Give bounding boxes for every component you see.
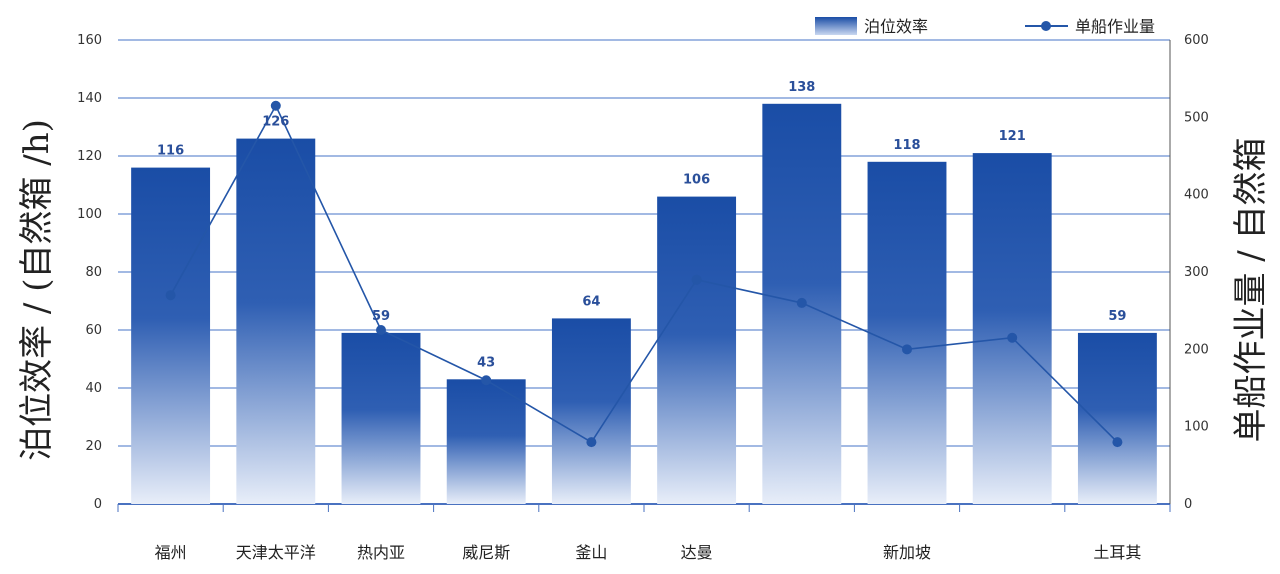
bar xyxy=(657,196,737,504)
y-tick-label: 80 xyxy=(85,265,102,280)
series-line xyxy=(169,103,1118,444)
y2-tick-label: 500 xyxy=(1184,110,1209,125)
right-axis-ticks: 0 100 200 300 400 500 600 xyxy=(1184,33,1209,512)
y-tick-label: 60 xyxy=(85,323,102,338)
bar-data-label: 64 xyxy=(582,294,600,309)
y2-tick-label: 300 xyxy=(1184,265,1209,280)
x-tick-label: 土耳其 xyxy=(1093,543,1141,562)
x-tick-label: 福州 xyxy=(155,543,187,562)
bar-series xyxy=(131,103,1157,505)
line-point xyxy=(691,274,702,285)
line-point xyxy=(481,375,492,386)
line-series xyxy=(165,100,1123,448)
line-point xyxy=(796,297,807,308)
bar-data-label: 121 xyxy=(999,129,1026,144)
y2-tick-label: 600 xyxy=(1184,33,1209,48)
legend: 泊位效率 单船作业量 xyxy=(815,17,1155,36)
line-point xyxy=(376,325,386,335)
line-point xyxy=(165,290,176,301)
bar-data-label: 59 xyxy=(372,309,390,324)
bar xyxy=(972,153,1052,504)
y-axis-title: 泊位效率 / (自然箱 /h) xyxy=(17,119,57,461)
x-tick-label: 新加坡 xyxy=(883,543,931,562)
y2-axis-title: 单船作业量 / 自然箱 xyxy=(1231,137,1271,442)
legend-line-marker xyxy=(1041,21,1051,31)
bar-data-label: 106 xyxy=(683,173,710,188)
category-labels: 福州 天津太平洋 热内亚 威尼斯 釜山 达曼 新加坡 土耳其 xyxy=(155,543,1142,562)
legend-bar-swatch xyxy=(815,17,857,35)
y-tick-label: 0 xyxy=(94,497,102,512)
y-tick-label: 160 xyxy=(77,33,102,48)
x-tick-label: 达曼 xyxy=(681,543,713,562)
bar xyxy=(341,332,421,504)
bar xyxy=(236,138,316,504)
x-tick-label: 釜山 xyxy=(575,543,607,562)
bar xyxy=(867,161,947,505)
y-tick-label: 140 xyxy=(77,91,102,106)
bar-data-label: 118 xyxy=(893,138,920,153)
y-tick-label: 40 xyxy=(85,381,102,396)
y-tick-label: 20 xyxy=(85,439,102,454)
y2-tick-label: 100 xyxy=(1184,420,1209,435)
y-tick-label: 120 xyxy=(77,149,102,164)
x-tick-label: 威尼斯 xyxy=(462,543,510,562)
data-labels: 116 126 59 43 64 106 138 118 121 59 xyxy=(157,80,1126,370)
line-point xyxy=(1112,437,1123,448)
y2-tick-label: 200 xyxy=(1184,342,1209,357)
legend-line-label: 单船作业量 xyxy=(1075,17,1155,36)
line-point xyxy=(902,344,912,355)
bar-data-label: 116 xyxy=(157,144,184,159)
x-tick-label: 天津太平洋 xyxy=(236,543,316,562)
axis-titles: 泊位效率 / (自然箱 /h) 单船作业量 / 自然箱 xyxy=(17,119,1271,461)
y-tick-label: 100 xyxy=(77,207,102,222)
y2-tick-label: 0 xyxy=(1184,497,1192,512)
bar-data-label: 138 xyxy=(788,80,815,95)
left-axis-ticks: 0 20 40 60 80 100 120 140 160 xyxy=(77,33,102,512)
y2-tick-label: 400 xyxy=(1184,188,1209,203)
legend-bar-label: 泊位效率 xyxy=(864,17,928,36)
bar-data-label: 59 xyxy=(1108,309,1126,324)
bar xyxy=(446,379,526,504)
bar-data-label: 43 xyxy=(477,355,495,370)
line-point xyxy=(1007,332,1018,343)
bar-data-label: 126 xyxy=(262,115,289,130)
bar xyxy=(1077,332,1157,504)
bar xyxy=(131,167,211,504)
x-tick-label: 热内亚 xyxy=(357,543,405,562)
line-point xyxy=(270,100,281,111)
line-point xyxy=(586,437,597,448)
bar xyxy=(551,318,631,504)
